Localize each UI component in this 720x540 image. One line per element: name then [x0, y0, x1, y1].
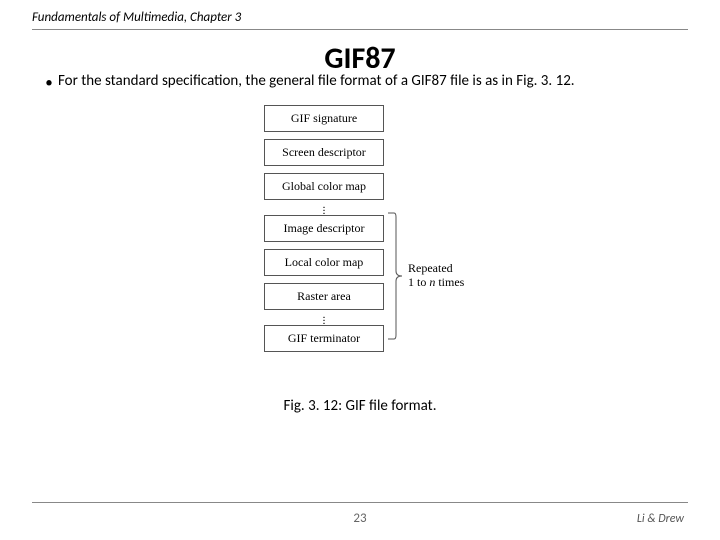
figure-boxes: GIF signature Screen descriptor Global c… — [264, 105, 384, 359]
authors: Li & Drew — [637, 512, 684, 526]
bullet-item: • For the standard specification, the ge… — [0, 71, 720, 93]
box-gif-signature: GIF signature — [264, 105, 384, 132]
ellipsis-icon: ... — [264, 313, 384, 322]
repeat-line2b: times — [435, 275, 464, 289]
header-rule — [32, 29, 688, 30]
bullet-marker: • — [40, 71, 58, 93]
box-gif-terminator: GIF terminator — [264, 325, 384, 352]
repeat-line1: Repeated — [408, 261, 453, 275]
figure: GIF signature Screen descriptor Global c… — [0, 93, 720, 393]
bracket-icon — [388, 211, 402, 341]
box-screen-descriptor: Screen descriptor — [264, 139, 384, 166]
repeat-line2a: 1 to — [408, 275, 429, 289]
chapter-header: Fundamentals of Multimedia, Chapter 3 — [0, 0, 720, 29]
box-global-color-map: Global color map — [264, 173, 384, 200]
box-raster-area: Raster area — [264, 283, 384, 310]
ellipsis-icon: ... — [264, 203, 384, 212]
box-local-color-map: Local color map — [264, 249, 384, 276]
bullet-text: For the standard specification, the gene… — [58, 71, 575, 93]
repeat-label: Repeated 1 to n times — [408, 261, 464, 289]
footer: 23 — [0, 502, 720, 526]
figure-caption: Fig. 3. 12: GIF file format. — [0, 397, 720, 415]
page-number: 23 — [32, 511, 688, 526]
box-image-descriptor: Image descriptor — [264, 215, 384, 242]
footer-rule — [32, 502, 688, 503]
